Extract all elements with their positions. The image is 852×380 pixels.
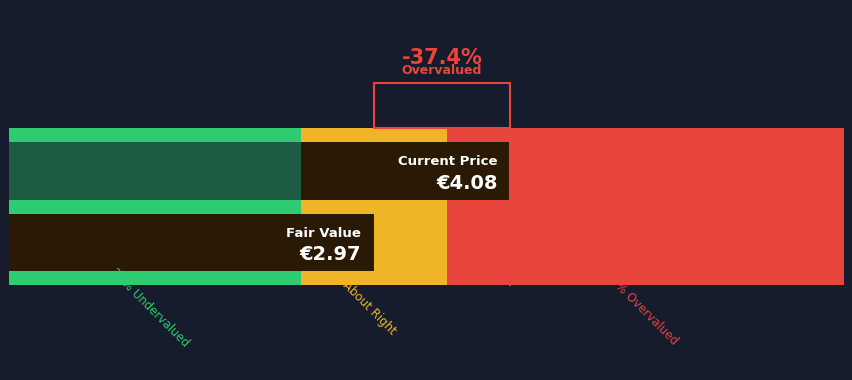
Bar [9,214,373,271]
Text: Overvalued: Overvalued [401,64,481,77]
Text: Current Price: Current Price [398,155,498,168]
Bar [300,200,446,214]
Text: €2.97: €2.97 [300,245,361,264]
Bar [300,142,446,200]
Bar [9,128,300,142]
Bar [300,128,446,142]
Bar [300,214,446,271]
Text: 20% Undervalued: 20% Undervalued [108,266,192,350]
Bar [9,142,300,200]
Bar [446,200,843,214]
Bar [9,271,300,285]
Bar [300,142,509,200]
Bar [300,271,446,285]
Text: About Right: About Right [339,279,398,337]
Bar [373,83,509,128]
Bar [446,214,843,271]
Text: -37.4%: -37.4% [401,48,481,68]
Text: 20% Overvalued: 20% Overvalued [601,269,679,347]
Text: Fair Value: Fair Value [286,227,361,240]
Bar [9,200,300,214]
Bar [446,128,843,142]
Bar [446,142,843,200]
Bar [9,214,300,271]
Bar [446,271,843,285]
Text: €4.08: €4.08 [435,174,498,193]
